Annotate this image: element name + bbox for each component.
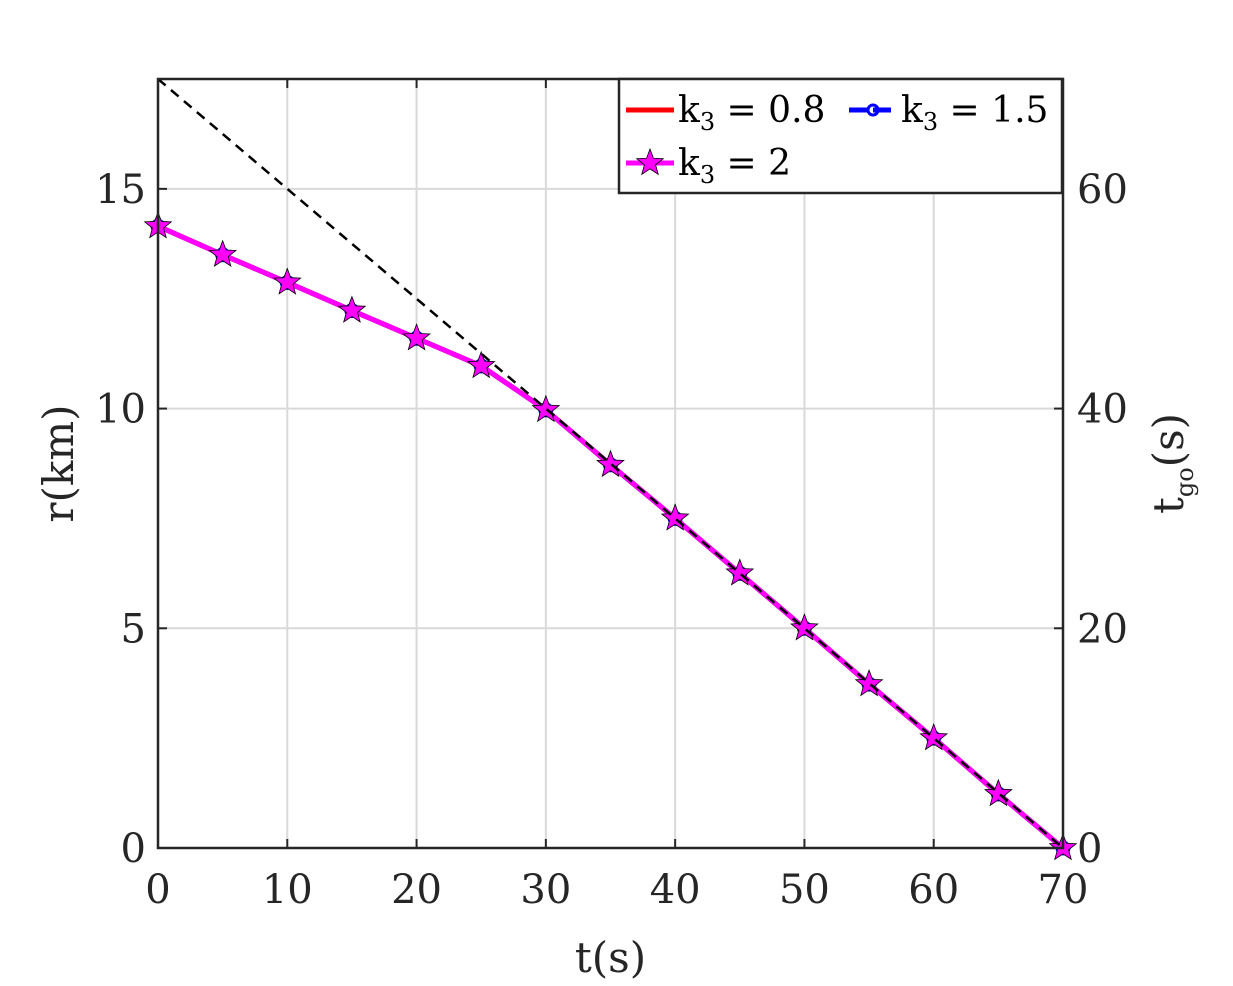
series-marker-star: [660, 503, 690, 531]
x-tick-label: 60: [908, 867, 959, 913]
series-marker-star: [790, 613, 819, 641]
y-axis-right-label-unit: (s): [1144, 413, 1193, 467]
x-tick-label: 40: [650, 867, 701, 913]
y-left-tick-label: 10: [95, 387, 146, 433]
series-marker-star: [983, 778, 1013, 807]
series-line: [156, 223, 1065, 850]
series-marker-star: [466, 350, 496, 379]
legend-label: k3 = 2: [678, 143, 791, 189]
legend-label-rest: = 2: [715, 143, 791, 184]
legend-label: k3 = 0.8: [678, 90, 825, 136]
legend-label-rest: = 1.5: [938, 90, 1048, 131]
x-tick-label: 0: [145, 867, 170, 913]
legend: k3 = 0.8 k3 = 1.5k3 = 2: [617, 77, 1064, 195]
legend-label-main: k: [901, 90, 924, 131]
y-axis-right-label-main: t: [1144, 497, 1193, 514]
legend-label-main: k: [678, 143, 701, 184]
y-right-tick-label: 40: [1077, 387, 1128, 433]
legend-label-sub: 3: [923, 108, 938, 136]
series-marker-star: [208, 239, 238, 268]
y-right-tick-label: 20: [1077, 606, 1128, 652]
y-axis-right-label-sub: go: [1171, 467, 1199, 497]
y-left-tick-label: 0: [121, 826, 146, 872]
legend-label-sub: 3: [700, 161, 715, 189]
series-line: [156, 223, 1065, 850]
series-marker-star: [854, 668, 884, 697]
series-marker-star: [919, 722, 949, 751]
legend-marker-star: [635, 147, 665, 176]
legend-label: k3 = 1.5: [901, 90, 1048, 136]
y-axis-right-label: tgo(s): [1144, 413, 1199, 514]
series-marker-star: [725, 558, 755, 586]
plot-frame: [156, 77, 1065, 850]
x-axis-label: t(s): [575, 933, 646, 982]
series-marker-star: [531, 394, 561, 423]
x-tick-label: 30: [520, 867, 571, 913]
y-right-tick-label: 60: [1077, 167, 1128, 213]
legend-label-sub: 3: [700, 108, 715, 136]
y-axis-left-label: r(km): [34, 404, 83, 522]
legend-marker-circle: [866, 103, 880, 117]
series-marker-star: [272, 267, 302, 295]
series-marker-star: [596, 449, 625, 478]
legend-label-main: k: [678, 90, 701, 131]
x-tick-label: 70: [1038, 867, 1089, 913]
series-marker-star: [337, 295, 367, 323]
legend-box: [617, 77, 1064, 195]
series-line: [156, 223, 1065, 850]
y-left-tick-label: 5: [121, 606, 146, 652]
legend-label-rest: = 0.8: [715, 90, 825, 131]
series-layer: [143, 78, 1078, 861]
x-tick-label: 20: [391, 867, 442, 913]
x-tick-label: 50: [779, 867, 830, 913]
series-marker-star: [402, 323, 431, 351]
x-tick-label: 10: [262, 867, 313, 913]
y-right-tick-label: 0: [1077, 826, 1102, 872]
reference-dashed-line: [157, 78, 1064, 849]
y-left-tick-label: 15: [95, 167, 146, 213]
